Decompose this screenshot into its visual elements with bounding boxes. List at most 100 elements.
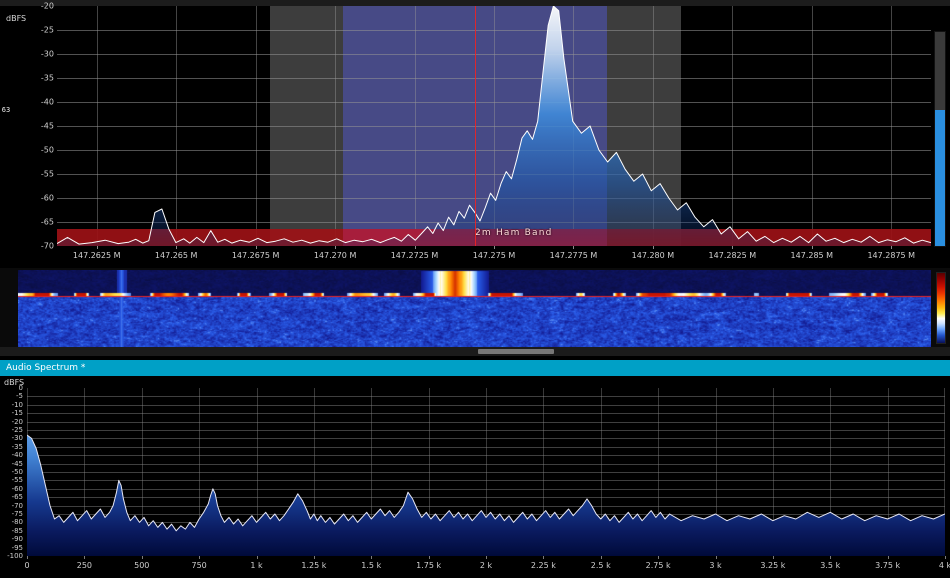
waterfall-panel[interactable] — [0, 268, 950, 356]
rf-spectrum-plot[interactable]: 2m Ham Band — [57, 6, 931, 246]
signal-level-value: 63 — [1, 106, 11, 114]
audio-gridline-h — [27, 489, 945, 490]
rf-spectrum-panel[interactable]: dBFS -20 -25 -30 -35 -40 -45 -50 -55 -60 -65 -70 2… — [0, 2, 950, 260]
audio-x-tick-label: 1 k — [250, 561, 263, 570]
audio-y-tick-label: -45 — [11, 459, 23, 468]
audio-gridline-h — [27, 497, 945, 498]
rf-x-axis: 147.2625 M 147.265 M 147.2675 M 147.270 M 14… — [57, 246, 931, 264]
audio-gridline-h — [27, 455, 945, 456]
rf-x-tick-label: 147.275 M — [472, 251, 516, 260]
audio-x-tick — [27, 556, 28, 559]
rf-gridline-v — [415, 6, 416, 246]
audio-x-tick-label: 4 k — [938, 561, 950, 570]
rf-gridline-h — [57, 150, 931, 151]
rf-y-tick-label: -60 — [40, 193, 54, 203]
rf-x-tick — [494, 246, 495, 249]
rf-x-tick-label: 147.2875 M — [867, 251, 916, 260]
audio-y-tick-label: -20 — [11, 417, 23, 426]
audio-x-tick — [314, 556, 315, 559]
audio-x-tick — [543, 556, 544, 559]
rf-gridline-h — [57, 78, 931, 79]
audio-y-axis: 0 -5 -10 -15 -20 -25 -30 -35 -40 -45 -50 -55 -60 -65-… — [0, 384, 25, 560]
rf-y-tick-label: -20 — [40, 1, 54, 11]
audio-x-tick-label: 3.25 k — [760, 561, 786, 570]
audio-spectrum-title: Audio Spectrum * — [6, 363, 86, 373]
band-label: 2m Ham Band — [475, 228, 553, 238]
audio-y-tick-label: -75 — [11, 510, 23, 518]
audio-x-tick — [486, 556, 487, 559]
rf-x-tick-label: 147.265 M — [154, 251, 198, 260]
audio-y-tick-label: -60 — [11, 484, 23, 493]
audio-x-tick-label: 3 k — [709, 561, 722, 570]
audio-spectrum-plot[interactable] — [27, 388, 945, 556]
audio-y-tick-label: -70 — [11, 501, 23, 510]
audio-y-tick-label: -80 — [11, 518, 23, 527]
audio-y-tick-label: -10 — [11, 400, 23, 409]
audio-gridline-h — [27, 472, 945, 473]
waterfall-scrollbar-handle[interactable] — [478, 349, 554, 354]
rf-x-tick-label: 147.2625 M — [72, 251, 121, 260]
audio-x-tick — [601, 556, 602, 559]
rf-x-tick — [573, 246, 574, 249]
waterfall-canvas[interactable] — [18, 270, 931, 347]
audio-gridline-h — [27, 413, 945, 414]
audio-x-tick — [888, 556, 889, 559]
audio-gridline-h — [27, 422, 945, 423]
rf-y-tick-label: -40 — [40, 97, 54, 107]
audio-gridline-h — [27, 506, 945, 507]
waterfall-scrollbar[interactable] — [0, 347, 950, 356]
rf-x-tick — [891, 246, 892, 249]
audio-gridline-h — [27, 447, 945, 448]
audio-spectrum-title-bar[interactable]: Audio Spectrum * — [0, 360, 950, 376]
audio-gridline-h — [27, 480, 945, 481]
center-frequency-cursor[interactable] — [475, 6, 476, 246]
audio-gridline-v — [142, 388, 143, 556]
audio-x-tick — [830, 556, 831, 559]
rf-gridline-v — [891, 6, 892, 246]
audio-y-tick-label: -85 — [11, 526, 23, 535]
audio-y-tick-label: -35 — [11, 442, 23, 451]
audio-gridline-h — [27, 396, 945, 397]
rf-gridline-v — [97, 6, 98, 246]
audio-gridline-v — [429, 388, 430, 556]
signal-level-meter[interactable] — [934, 31, 946, 247]
rf-y-tick-label: -35 — [40, 73, 54, 83]
rf-x-tick — [732, 246, 733, 249]
rf-gridline-v — [732, 6, 733, 246]
rf-x-tick-label: 147.285 M — [790, 251, 834, 260]
rf-y-tick-label: -45 — [40, 121, 54, 131]
rf-x-tick — [812, 246, 813, 249]
audio-gridline-v — [371, 388, 372, 556]
audio-gridline-h — [27, 464, 945, 465]
audio-gridline-v — [601, 388, 602, 556]
audio-y-tick-label: -90 — [11, 535, 23, 544]
rf-x-tick-label: 147.2725 M — [390, 251, 439, 260]
audio-gridline-h — [27, 438, 945, 439]
audio-gridline-h — [27, 514, 945, 515]
audio-x-tick — [945, 556, 946, 559]
rf-gridline-h — [57, 54, 931, 55]
audio-x-tick-label: 500 — [134, 561, 150, 570]
rf-y-tick-label: -65 — [40, 217, 54, 227]
rf-y-tick-label: -70 — [40, 241, 54, 251]
audio-gridline-v — [84, 388, 85, 556]
audio-gridline-v — [716, 388, 717, 556]
audio-spectrum-panel[interactable]: dBFS 0 -5 -10 -15 -20 -25 -30 -35 -40 -45 -50 -55 -6… — [0, 376, 950, 578]
rf-unit-label: dBFS — [6, 14, 27, 23]
rf-spectrum-trace — [57, 6, 931, 246]
audio-gridline-v — [314, 388, 315, 556]
audio-x-tick-label: 2.75 k — [645, 561, 671, 570]
audio-x-tick-label: 3.5 k — [820, 561, 841, 570]
rf-y-tick-label: -30 — [40, 49, 54, 59]
audio-y-tick-label: 0 — [18, 384, 23, 392]
rf-gridline-v — [494, 6, 495, 246]
audio-y-tick-label: -30 — [11, 434, 23, 443]
audio-x-tick-label: 2.25 k — [530, 561, 556, 570]
waterfall-plot[interactable] — [18, 270, 931, 347]
audio-gridline-v — [486, 388, 487, 556]
rf-x-tick — [97, 246, 98, 249]
audio-x-tick — [773, 556, 774, 559]
rf-x-tick — [653, 246, 654, 249]
signal-level-meter-fill — [935, 110, 945, 246]
rf-y-tick-label: -55 — [40, 169, 54, 179]
